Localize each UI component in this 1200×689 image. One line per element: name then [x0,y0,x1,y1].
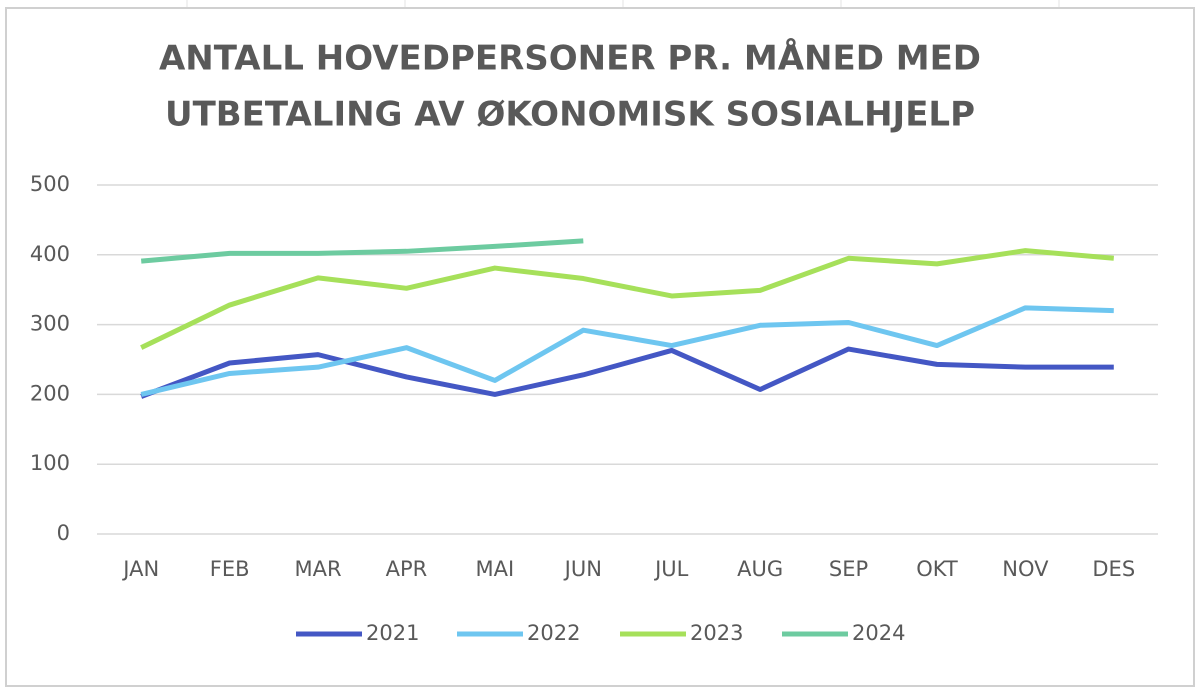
x-tick-label: SEP [829,557,868,581]
legend-label: 2022 [527,621,580,645]
series-line [140,305,1114,397]
sheet-grid [186,0,1060,8]
chart-border [5,7,1195,687]
x-tick-label: AUG [737,557,783,581]
x-tick-label: MAI [476,557,515,581]
y-tick-label: 100 [30,451,70,475]
legend-label: 2021 [366,621,419,645]
legend-label: 2024 [852,621,905,645]
x-tick-label: DES [1092,557,1135,581]
chart-title: UTBETALING AV ØKONOMISK SOSIALHJELP [165,95,975,135]
x-tick-label: FEB [210,557,250,581]
x-tick-label: JUL [653,557,689,581]
y-tick-label: 500 [30,172,70,196]
x-tick-label: APR [386,557,428,581]
x-tick-label: JAN [121,557,159,581]
x-tick-label: OKT [916,557,958,581]
y-tick-label: 200 [30,381,70,405]
y-tick-label: 300 [30,312,70,336]
chart-title: ANTALL HOVEDPERSONER PR. MÅNED MED [159,38,981,79]
x-tick-label: JUN [563,557,602,581]
x-tick-label: MAR [295,557,342,581]
y-tick-label: 0 [57,521,70,545]
y-tick-label: 400 [30,242,70,266]
series-line [140,248,1115,350]
series-line [140,238,584,264]
x-tick-label: NOV [1002,557,1049,581]
legend-label: 2023 [690,621,743,645]
series-line [140,346,1114,399]
